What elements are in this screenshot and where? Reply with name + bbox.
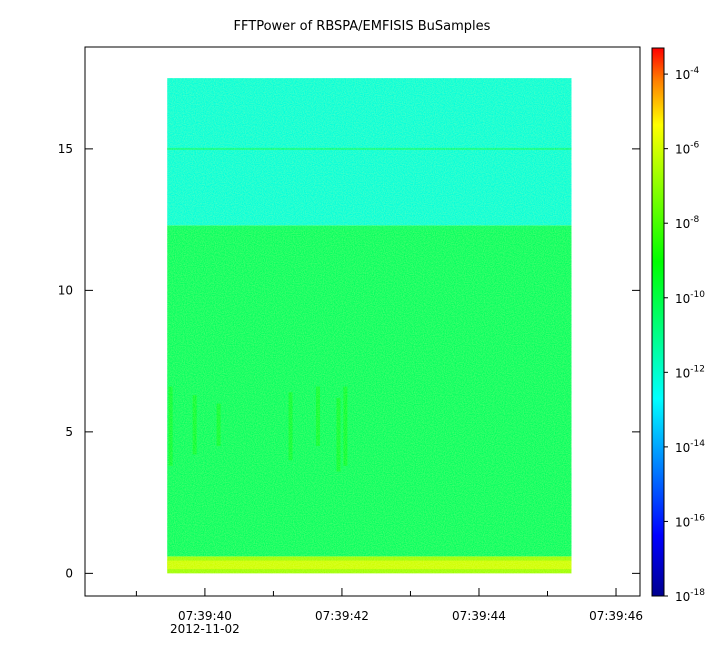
x-date-label: 2012-11-02	[170, 622, 240, 636]
colorbar-tick-label: 10-10	[675, 290, 705, 306]
y-tick-label: 5	[65, 425, 73, 439]
y-tick-label: 15	[58, 142, 73, 156]
colorbar-tick-label: 10-6	[675, 141, 700, 157]
colorbar-tick-label: 10-18	[675, 588, 705, 604]
x-tick-label: 07:39:42	[315, 609, 369, 623]
colorbar-tick-label: 10-14	[675, 439, 705, 455]
colorbar-tick-label: 10-12	[675, 364, 705, 380]
y-axis: 0 5 10 15	[58, 142, 640, 580]
heatmap-area	[167, 78, 572, 574]
x-tick-label: 07:39:40	[178, 609, 232, 623]
x-axis: 07:39:40 07:39:42 07:39:44 07:39:46	[135, 588, 643, 623]
y-tick-label: 10	[58, 283, 73, 297]
colorbar	[651, 47, 665, 597]
colorbar-tick-label: 10-4	[675, 66, 700, 82]
colorbar-tick-label: 10-8	[675, 215, 700, 231]
colorbar-tick-label: 10-16	[675, 513, 705, 529]
speckle-texture	[167, 78, 572, 574]
x-tick-label: 07:39:44	[452, 609, 506, 623]
x-tick-label: 07:39:46	[589, 609, 643, 623]
chart-title: FFTPower of RBSPA/EMFISIS BuSamples	[234, 19, 491, 34]
colorbar-axis: 10-4 10-6 10-8 10-10 10-12 10-14 10-16 10-18	[664, 66, 705, 604]
y-tick-label: 0	[65, 566, 73, 580]
